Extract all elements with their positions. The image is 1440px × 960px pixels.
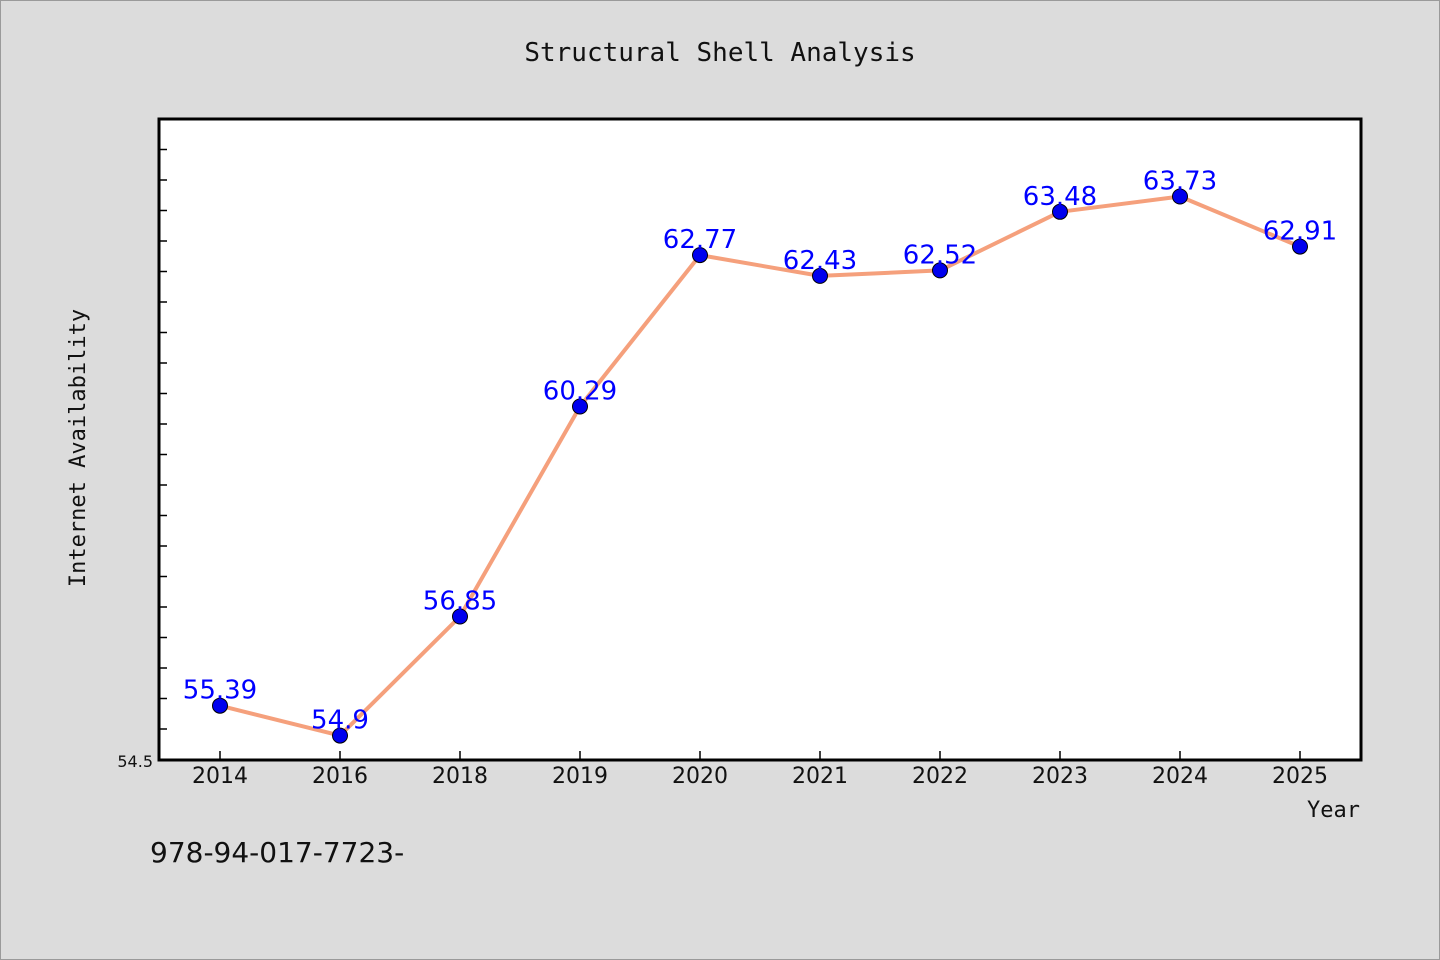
data-label: 62.43 <box>783 246 857 276</box>
data-label: 62.91 <box>1263 217 1337 247</box>
data-label: 62.52 <box>903 240 977 270</box>
data-markers <box>212 188 1308 744</box>
data-label: 56.85 <box>423 587 497 617</box>
x-tick-label: 2020 <box>672 764 728 789</box>
data-point <box>452 608 468 625</box>
data-label: 55.39 <box>183 676 257 706</box>
x-axis-ticks <box>219 751 1301 760</box>
data-point <box>812 267 828 284</box>
y-axis-label: Internet Availability <box>66 309 91 587</box>
data-point <box>572 398 588 415</box>
data-point <box>1172 188 1188 205</box>
data-label: 54.9 <box>311 706 369 736</box>
data-label: 62.77 <box>663 225 737 255</box>
x-tick-label: 2018 <box>432 764 488 789</box>
y-tick-label: 54.5 <box>117 752 153 771</box>
data-label: 63.73 <box>1143 167 1217 197</box>
plot-area <box>157 117 1363 762</box>
data-point <box>212 697 228 714</box>
data-labels: 55.39 54.9 56.85 60.29 62.77 62.43 62.52 63.48 6… <box>183 167 1337 736</box>
data-label: 60.29 <box>543 377 617 407</box>
series-line <box>218 194 1302 738</box>
y-axis-minor-ticks <box>159 148 167 730</box>
x-tick-label: 2016 <box>312 764 368 789</box>
x-tick-labels: 2014 2016 2018 2019 2020 2021 2022 2023 2024 2025 <box>192 764 1328 789</box>
x-tick-label: 2021 <box>792 764 848 789</box>
data-point <box>1292 238 1308 255</box>
data-label: 63.48 <box>1023 182 1097 212</box>
footer-isbn-text: 978-94-017-7723- <box>150 836 404 869</box>
chart-title: Structural Shell Analysis <box>524 38 915 68</box>
x-tick-label: 2014 <box>192 764 248 789</box>
data-point <box>932 262 948 279</box>
x-tick-label: 2019 <box>552 764 608 789</box>
x-tick-label: 2022 <box>912 764 968 789</box>
data-point <box>692 247 708 264</box>
x-axis-label: Year <box>1307 798 1360 823</box>
data-point <box>332 727 348 744</box>
data-point <box>1052 203 1068 220</box>
x-tick-label: 2024 <box>1152 764 1208 789</box>
x-tick-label: 2025 <box>1272 764 1328 789</box>
x-tick-label: 2023 <box>1032 764 1088 789</box>
